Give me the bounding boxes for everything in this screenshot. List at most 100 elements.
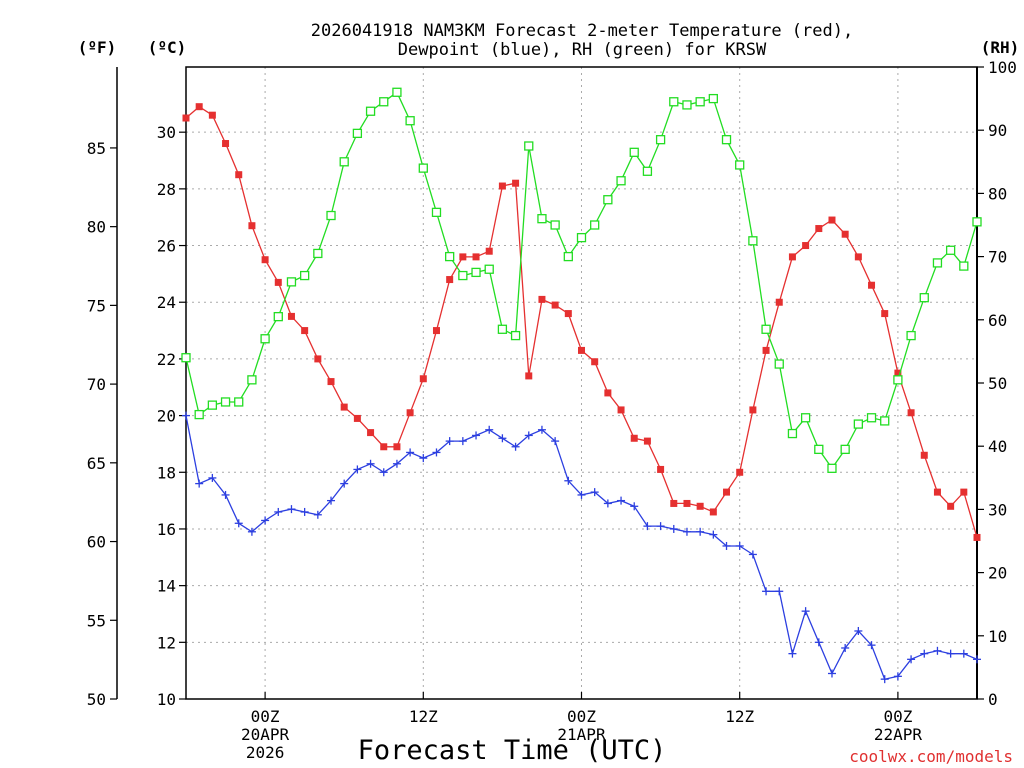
data-point [775, 587, 784, 596]
data-point [973, 655, 981, 664]
time-tick-label: 12Z [725, 707, 754, 726]
plot-frame [185, 66, 978, 700]
data-point [247, 375, 257, 385]
fahrenheit-tick-label: 50 [87, 690, 106, 709]
data-point [775, 298, 783, 306]
data-point [959, 649, 968, 658]
data-point [920, 451, 928, 459]
fahrenheit-tick-label: 55 [87, 611, 106, 630]
data-point [327, 496, 336, 505]
series-2-meter-temperature [182, 103, 981, 541]
data-point [524, 431, 533, 440]
data-point [497, 324, 508, 334]
data-point [696, 527, 705, 536]
data-point [222, 140, 230, 148]
data-point [894, 369, 902, 377]
x-axis-title: Forecast Time (UTC) [358, 735, 667, 766]
data-point [735, 160, 745, 170]
time-tick-label: 20APR [241, 725, 290, 744]
data-point [866, 413, 877, 423]
data-point [459, 253, 467, 261]
data-point [907, 409, 915, 417]
data-point [881, 310, 889, 318]
rh-axis-label: (RH) [981, 38, 1020, 57]
data-point [617, 496, 626, 505]
series-rh [181, 87, 982, 473]
data-point [286, 277, 297, 287]
data-point [762, 346, 770, 354]
series-line [185, 91, 978, 470]
data-point [392, 87, 402, 97]
time-tick-label: 2026 [246, 743, 285, 762]
data-point [709, 530, 718, 539]
rh-tick-label: 40 [988, 437, 1007, 456]
rh-tick-label: 70 [988, 248, 1007, 267]
data-point [945, 245, 956, 255]
data-point [577, 490, 586, 499]
celsius-tick-label: 28 [157, 180, 176, 199]
data-point [736, 468, 744, 476]
data-point [551, 437, 560, 446]
data-point [643, 522, 652, 531]
data-point [814, 444, 824, 455]
data-point [485, 425, 494, 434]
data-point [591, 358, 599, 366]
rh-tick-label: 30 [988, 500, 1007, 519]
data-point [616, 176, 626, 186]
data-point [353, 465, 362, 474]
data-point [827, 669, 836, 678]
celsius-tick-label: 18 [157, 463, 176, 482]
data-point [537, 214, 547, 224]
data-point [840, 444, 850, 455]
data-point [525, 372, 533, 380]
data-point [234, 397, 244, 407]
data-point [273, 311, 283, 322]
rh-axis: 0 10 20 30 40 50 60 70 80 90 100 [977, 58, 1017, 709]
celsius-axis-label: (ºC) [148, 38, 187, 57]
data-point [919, 293, 929, 303]
data-point [854, 253, 862, 261]
data-point [538, 295, 546, 303]
data-point [498, 434, 507, 443]
data-point [564, 310, 572, 318]
data-point [182, 114, 190, 122]
data-point [682, 527, 691, 536]
data-point [419, 454, 428, 463]
data-point [630, 502, 639, 511]
data-point [907, 655, 916, 664]
data-point [815, 225, 823, 233]
data-point [774, 359, 784, 369]
data-point [604, 389, 612, 397]
fahrenheit-tick-label: 80 [87, 218, 106, 237]
data-point [828, 216, 836, 224]
data-point [366, 459, 375, 468]
data-point [484, 264, 494, 274]
data-point [458, 270, 468, 281]
data-point [301, 327, 309, 335]
data-point [485, 247, 493, 255]
data-point [617, 406, 625, 414]
data-point [419, 375, 427, 383]
data-point [657, 465, 665, 473]
data-point [234, 519, 243, 528]
data-point [787, 428, 798, 439]
data-point [248, 222, 256, 230]
data-point [406, 448, 415, 457]
grid-lines [186, 67, 977, 699]
time-tick-label: 00Z [567, 707, 596, 726]
celsius-tick-label: 30 [157, 123, 176, 142]
data-point [432, 448, 441, 457]
data-point [313, 510, 322, 519]
data-point [274, 278, 282, 286]
data-point [458, 437, 467, 446]
data-point [630, 434, 638, 442]
data-point [314, 355, 322, 363]
data-point [471, 267, 481, 278]
data-point [933, 488, 941, 496]
data-point [510, 330, 521, 341]
data-point [563, 251, 573, 262]
data-point [365, 106, 376, 116]
fahrenheit-axis-label: (ºF) [78, 38, 117, 57]
